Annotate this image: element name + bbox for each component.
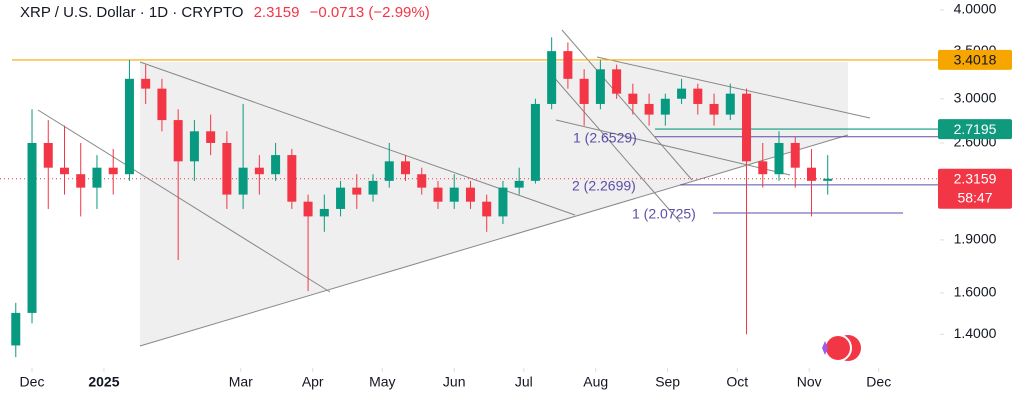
candle-body [530,103,540,181]
trendline [551,74,681,223]
price-tag [938,168,1012,209]
candle-body [59,167,69,175]
candle-body [677,88,687,99]
price-tag-label: 3.4018 [954,52,997,68]
pattern-shade [140,62,848,346]
candle-body [563,51,573,79]
candle-body [141,78,151,89]
price-tag-label: 2.7195 [954,121,997,137]
candle-body [758,161,768,175]
x-tick-label: 2025 [88,374,119,390]
trendline [561,29,693,181]
candle-body [92,167,102,188]
x-tick-label: Dec [20,374,45,390]
candle-body [498,187,508,217]
candle-body [238,167,248,195]
x-tick-label: Jul [515,374,533,390]
candle-body [465,187,475,202]
candle-body [725,93,735,115]
candle-body [628,93,638,104]
candle-body [384,161,394,181]
candle-body [660,98,670,115]
candle-body [595,69,605,104]
candle-body [76,174,86,188]
candle-body [43,142,53,168]
x-tick-label: Oct [726,374,748,390]
trendline [555,119,791,176]
x-tick-label: Apr [302,374,324,390]
candle-body [11,312,21,346]
fib-label: 2 (2.2699) [572,178,636,194]
x-tick-label: May [369,374,395,390]
y-tick-label: 1.4000 [954,325,997,341]
change: −0.0713 (−2.99%) [309,4,430,21]
trendline [139,134,849,347]
fib-label: 1 (2.0725) [632,206,696,222]
candle-body [806,167,816,181]
candle-body [482,201,492,217]
trendlines [37,29,871,347]
candle-body [319,208,329,217]
y-tick-label: 1.6000 [954,284,997,300]
candle-body [693,88,703,104]
candle-body [449,187,459,202]
y-tick-label: 1.9000 [954,231,997,247]
candle-body [742,93,752,162]
candle-body [644,103,654,115]
candle-body [157,88,167,121]
fib-label: 1 (2.6529) [573,129,637,145]
logo [822,334,861,362]
candle-body [336,187,346,209]
y-tick-label: 3.0000 [954,89,997,105]
candle-body [173,120,183,162]
candle-body [433,187,443,202]
candle-body [514,180,524,188]
header: XRP / U.S. Dollar · 1D · CRYPTO 2.3159 −… [20,4,430,21]
candle-body [27,142,37,313]
candle-body [124,78,134,175]
candle-body [189,131,199,162]
candle-body [368,180,378,195]
candle-body [612,69,622,94]
trendline [37,109,331,293]
x-tick-label: Mar [229,374,253,390]
x-tick-label: Nov [797,374,822,390]
candle-body [417,174,427,188]
countdown: 58:47 [957,189,992,205]
x-tick-label: Sep [655,374,680,390]
y-tick-label: 4.0000 [954,1,997,17]
last-price-label: 2.3159 [954,170,997,186]
x-tick-label: Aug [583,374,608,390]
candle-body [108,167,118,175]
x-tick-label: Dec [866,374,891,390]
trendline [596,56,871,119]
candle-body [254,167,264,175]
candle-body [352,187,362,195]
candle-body [790,142,800,168]
candle-body [271,155,281,175]
candle-body [823,178,833,181]
candle-body [222,142,232,195]
candle-body [206,131,216,143]
candle-body [287,155,297,202]
candle-body [774,142,784,175]
x-tick-label: Jun [443,374,466,390]
symbol: XRP / U.S. Dollar · 1D · CRYPTO [20,4,244,21]
candle-body [579,78,589,104]
price-tag [938,119,1012,140]
candle-body [709,103,719,115]
price-tag [938,49,1012,70]
price: 2.3159 [253,4,300,21]
candle-body [547,51,557,104]
candle-body [401,161,411,175]
candle-body [303,201,313,217]
